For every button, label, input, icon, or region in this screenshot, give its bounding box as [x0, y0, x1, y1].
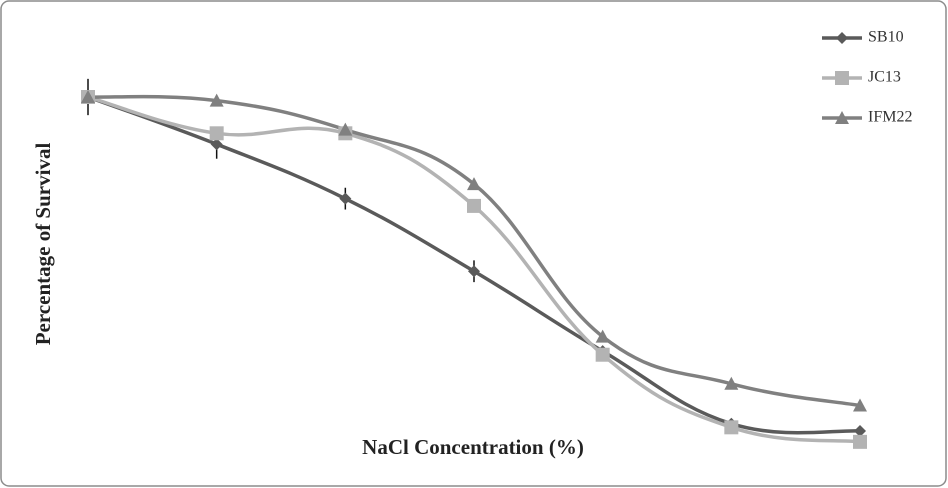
data-point: [467, 177, 481, 191]
data-point: [209, 126, 224, 141]
data-point: [209, 93, 224, 107]
x-axis-label: NaCl Concentration (%): [362, 435, 584, 459]
legend-marker: [836, 32, 848, 44]
data-point: [81, 90, 95, 103]
legend-marker: [835, 71, 849, 85]
data-point: [210, 138, 223, 151]
legend-label: IFM22: [868, 109, 912, 126]
data-point: [854, 424, 866, 437]
data-point: [724, 376, 739, 390]
data-point: [468, 265, 480, 278]
data-point: [595, 329, 610, 343]
legend-label: JC13: [868, 69, 901, 86]
data-point: [724, 420, 739, 435]
data-point: [339, 192, 352, 205]
data-point: [595, 347, 610, 362]
y-axis-label: Percentage of Survival: [31, 143, 55, 346]
data-point: [853, 434, 867, 449]
data-point: [467, 198, 481, 213]
data-point: [853, 398, 867, 412]
legend-label: SB10: [868, 29, 904, 46]
data-point: [338, 122, 353, 136]
legend-marker: [835, 111, 849, 124]
